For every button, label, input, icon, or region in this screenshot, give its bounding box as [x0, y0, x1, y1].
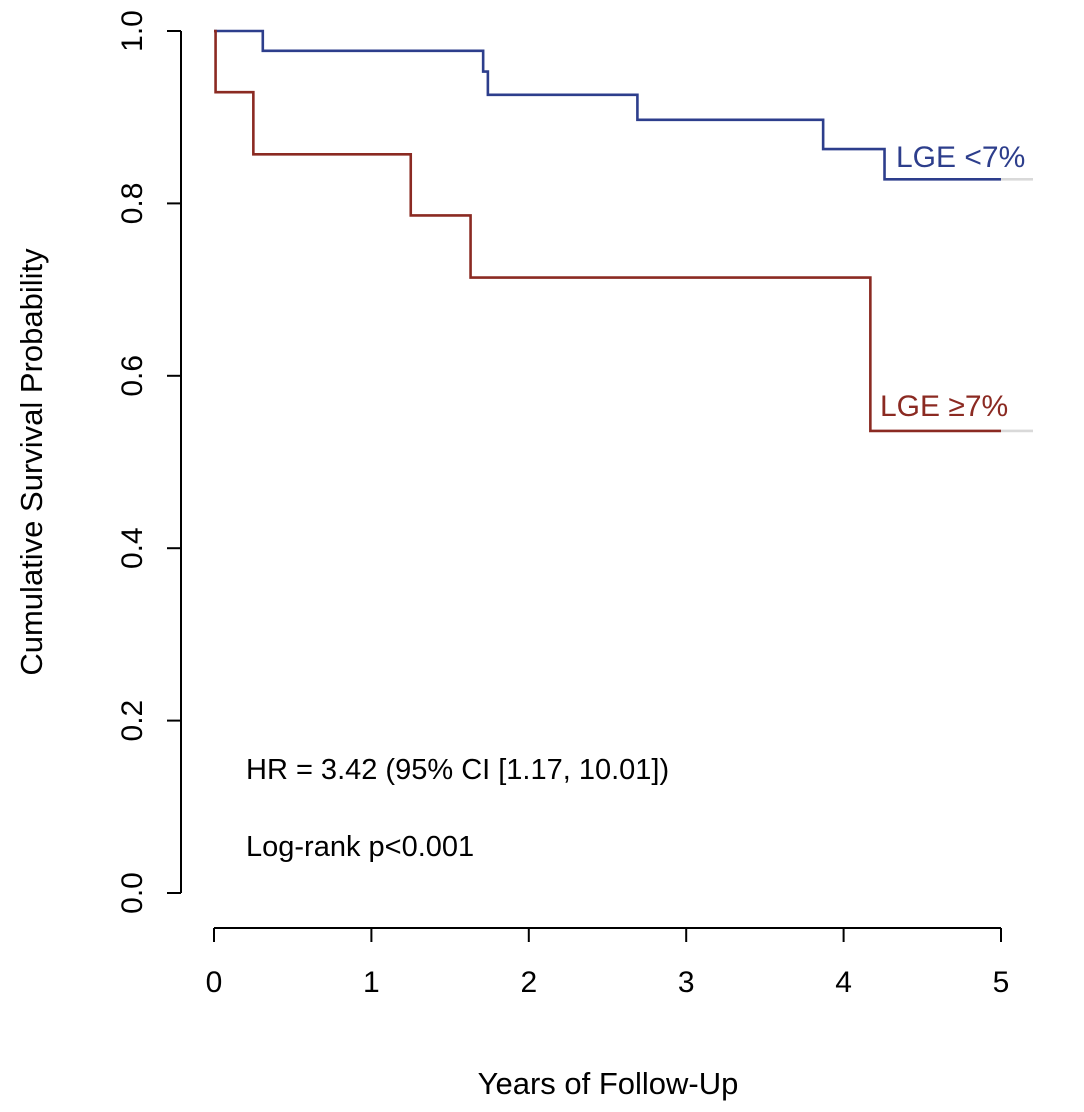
y-tick-label: 0.6 — [116, 355, 149, 397]
series-label-lge-under-7: LGE <7% — [896, 141, 1025, 174]
y-tick-label: 1.0 — [116, 10, 149, 52]
x-tick-label: 0 — [206, 966, 223, 999]
x-tick-label: 3 — [678, 966, 695, 999]
y-tick-label: 0.8 — [116, 183, 149, 225]
y-axis-title: Cumulative Survival Probability — [14, 248, 49, 676]
series-layer — [214, 29, 1033, 433]
x-tick-label: 1 — [363, 966, 380, 999]
y-tick-label: 0.4 — [116, 527, 149, 569]
y-axis: 0.0 0.2 0.4 0.6 0.8 1.0 — [116, 10, 182, 914]
log-rank-annotation: Log-rank p<0.001 — [246, 831, 474, 863]
hazard-ratio-annotation: HR = 3.42 (95% CI [1.17, 10.01]) — [246, 754, 669, 786]
x-tick-label: 5 — [993, 966, 1010, 999]
y-tick-label: 0.0 — [116, 872, 149, 914]
x-axis-title: Years of Follow-Up — [478, 1066, 739, 1101]
series-line-lge-7-or-more — [214, 29, 1001, 433]
x-tick-label: 2 — [520, 966, 537, 999]
series-line-lge-under-7 — [214, 29, 1001, 181]
x-tick-label: 4 — [835, 966, 852, 999]
series-label-lge-7-or-more: LGE ≥7% — [880, 390, 1008, 423]
x-axis: 0 1 2 3 4 5 — [206, 927, 1010, 999]
y-tick-label: 0.2 — [116, 700, 149, 742]
